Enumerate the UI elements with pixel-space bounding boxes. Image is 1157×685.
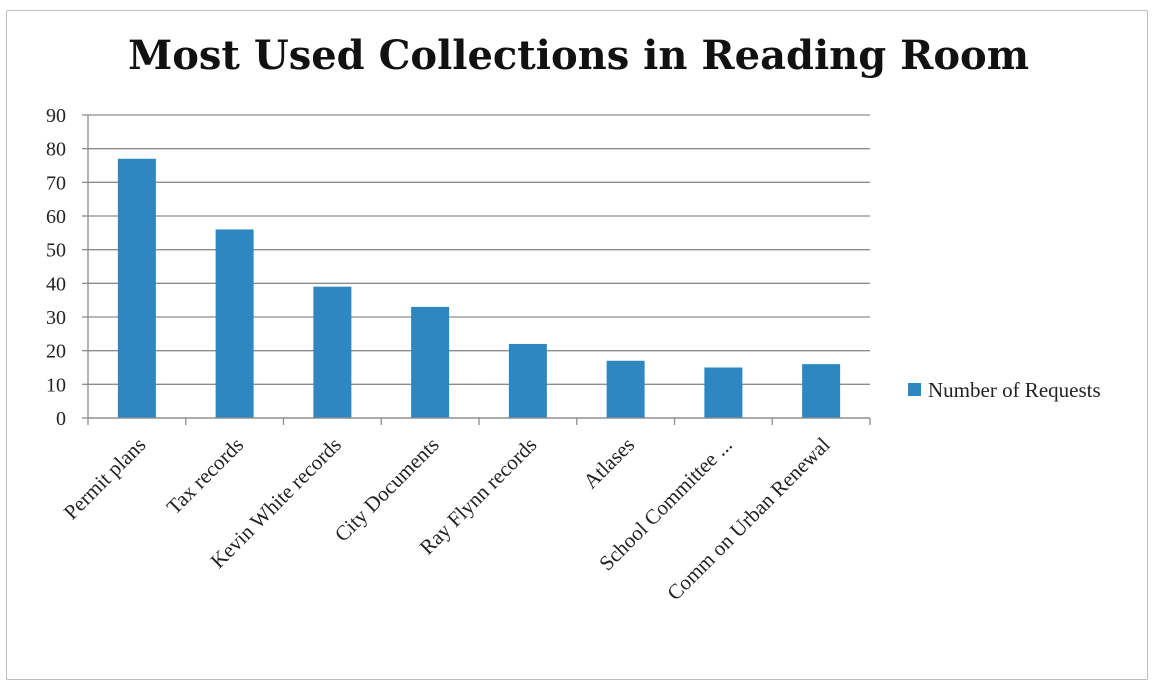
y-tick-label: 70 bbox=[46, 172, 66, 194]
y-tick-label: 50 bbox=[46, 240, 66, 262]
bar bbox=[704, 368, 742, 419]
x-tick-label: Tax records bbox=[162, 433, 248, 519]
y-tick-label: 40 bbox=[46, 273, 66, 295]
y-tick-label: 10 bbox=[46, 374, 66, 396]
gridlines bbox=[88, 115, 870, 418]
y-tick-label: 0 bbox=[56, 408, 66, 430]
y-axis-ticks: 0 10 20 30 40 50 60 70 80 90 bbox=[46, 105, 88, 430]
x-axis bbox=[88, 418, 870, 425]
bar bbox=[313, 287, 351, 418]
y-tick-label: 80 bbox=[46, 139, 66, 161]
x-tick-label: Permit plans bbox=[59, 433, 151, 525]
legend-label: Number of Requests bbox=[928, 378, 1101, 402]
bars bbox=[118, 159, 840, 418]
bar bbox=[216, 229, 254, 418]
x-tick-label: Atlases bbox=[578, 433, 639, 494]
bar bbox=[607, 361, 645, 418]
y-tick-label: 60 bbox=[46, 206, 66, 228]
bar bbox=[509, 344, 547, 418]
bar bbox=[802, 364, 840, 418]
bar bbox=[411, 307, 449, 418]
x-tick-label: Comm on Urban Renewal bbox=[662, 432, 835, 605]
legend-swatch bbox=[908, 383, 921, 396]
bar bbox=[118, 159, 156, 418]
y-tick-label: 30 bbox=[46, 307, 66, 329]
y-tick-label: 90 bbox=[46, 105, 66, 127]
legend: Number of Requests bbox=[908, 378, 1101, 402]
y-tick-label: 20 bbox=[46, 341, 66, 363]
